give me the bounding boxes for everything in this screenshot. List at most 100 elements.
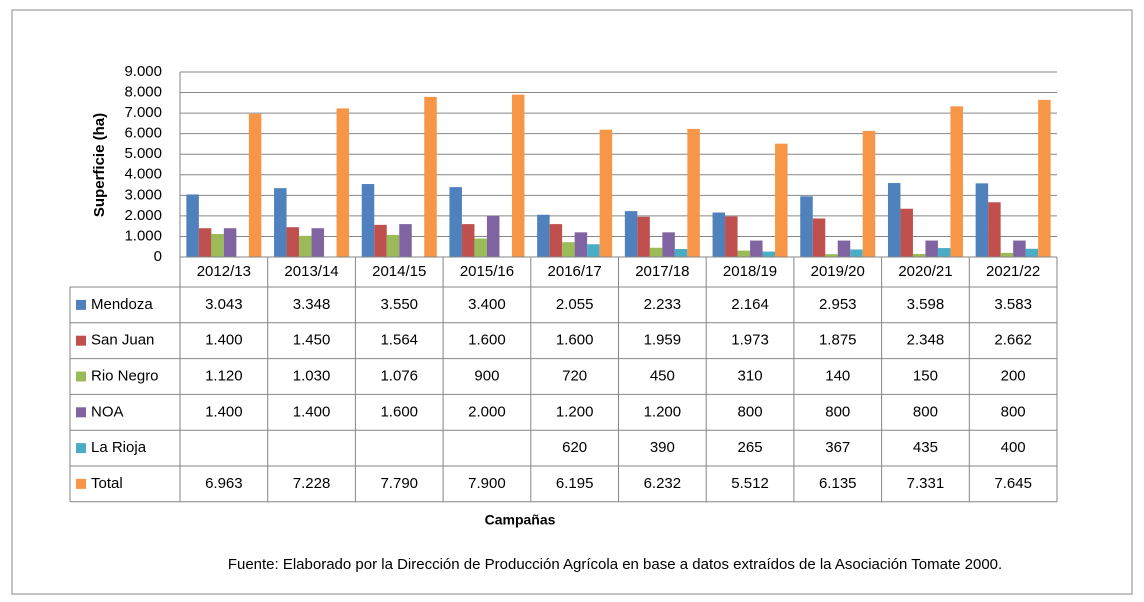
bar <box>399 224 412 257</box>
legend-key <box>76 371 86 382</box>
bar <box>988 202 1001 257</box>
bar <box>812 218 826 257</box>
bar <box>449 187 462 257</box>
table-value: 1.200 <box>644 403 682 420</box>
y-tick-label: 6.000 <box>124 125 162 142</box>
x-tick-label: 2012/13 <box>197 263 251 280</box>
table-value: 2.164 <box>731 296 769 313</box>
table-value: 435 <box>913 439 938 456</box>
legend-label: San Juan <box>91 332 154 349</box>
bar <box>299 235 312 257</box>
bar <box>474 238 487 257</box>
legend-label: Mendoza <box>91 296 153 313</box>
x-tick-label: 2021/22 <box>986 263 1040 280</box>
y-tick-label: 1.000 <box>124 227 162 244</box>
table-value: 1.600 <box>556 332 594 349</box>
table-value: 450 <box>650 367 675 384</box>
bar <box>624 211 638 257</box>
table-value: 6.135 <box>819 475 857 492</box>
legend-label: NOA <box>91 403 124 420</box>
table-value: 7.900 <box>468 475 506 492</box>
table-value: 800 <box>825 403 850 420</box>
table-value: 2.953 <box>819 296 857 313</box>
bar <box>549 224 563 257</box>
bar <box>361 184 375 257</box>
bar <box>900 208 913 257</box>
bar <box>424 96 437 257</box>
bar <box>850 249 863 257</box>
table-value: 7.228 <box>293 475 331 492</box>
bar <box>912 253 926 257</box>
bar <box>336 108 350 258</box>
bar <box>637 216 650 257</box>
y-tick-label: 3.000 <box>124 186 162 203</box>
y-tick-label: 9.000 <box>124 63 162 80</box>
bar <box>186 194 199 257</box>
y-tick-label: 4.000 <box>124 166 162 183</box>
table-value: 3.348 <box>293 296 331 313</box>
table-value: 1.400 <box>205 403 243 420</box>
x-tick-label: 2015/16 <box>460 263 514 280</box>
x-tick-label: 2014/15 <box>372 263 426 280</box>
frame <box>11 9 1133 595</box>
table-value: 6.963 <box>205 475 243 492</box>
legend-label: La Rioja <box>91 439 147 456</box>
table-value: 620 <box>562 439 587 456</box>
bar <box>386 234 400 257</box>
table-value: 6.232 <box>644 475 682 492</box>
table-value: 367 <box>825 439 850 456</box>
bar <box>887 183 901 257</box>
table-value: 150 <box>913 367 938 384</box>
bar <box>937 248 951 257</box>
bar <box>587 244 600 257</box>
table-value: 1.564 <box>380 332 418 349</box>
bar <box>762 251 776 257</box>
table-value: 1.200 <box>556 403 594 420</box>
table-value: 310 <box>738 367 763 384</box>
legend-key <box>76 299 86 310</box>
table-value: 2.000 <box>468 403 506 420</box>
bar <box>825 254 838 257</box>
x-axis-title: Campañas <box>485 512 556 528</box>
table-value: 2.055 <box>556 296 594 313</box>
table-value: 265 <box>738 439 763 456</box>
legend-key <box>76 407 86 418</box>
table-value: 140 <box>825 367 850 384</box>
bar <box>211 233 224 257</box>
bar <box>750 240 763 257</box>
table-value: 900 <box>474 367 499 384</box>
table-value: 1.450 <box>293 332 331 349</box>
bar <box>837 240 851 257</box>
bar <box>562 242 575 257</box>
x-tick-label: 2018/19 <box>723 263 777 280</box>
table-value: 3.598 <box>907 296 945 313</box>
table-value: 800 <box>738 403 763 420</box>
table-value: 1.120 <box>205 367 243 384</box>
table-value: 3.043 <box>205 296 243 313</box>
table-value: 2.233 <box>644 296 682 313</box>
table-value: 1.400 <box>205 332 243 349</box>
y-tick-label: 7.000 <box>124 104 162 121</box>
bar <box>374 224 387 257</box>
table-value: 7.331 <box>907 475 945 492</box>
y-axis-title: Superficie (ha) <box>91 113 108 217</box>
bar <box>800 196 813 257</box>
x-tick-label: 2016/17 <box>548 263 602 280</box>
legend-key <box>76 478 86 489</box>
bar <box>649 247 663 257</box>
table-value: 200 <box>1001 367 1026 384</box>
bar <box>486 215 500 257</box>
table-value: 1.973 <box>731 332 769 349</box>
bar <box>725 216 738 257</box>
bar <box>687 128 700 257</box>
y-tick-label: 2.000 <box>124 207 162 224</box>
table-value: 6.195 <box>556 475 594 492</box>
table-value: 400 <box>1001 439 1026 456</box>
x-tick-label: 2013/14 <box>284 263 338 280</box>
table-value: 2.348 <box>907 332 945 349</box>
bar <box>1000 252 1014 257</box>
bar <box>862 130 876 257</box>
table-value: 1.600 <box>380 403 418 420</box>
table-value: 3.583 <box>994 296 1032 313</box>
